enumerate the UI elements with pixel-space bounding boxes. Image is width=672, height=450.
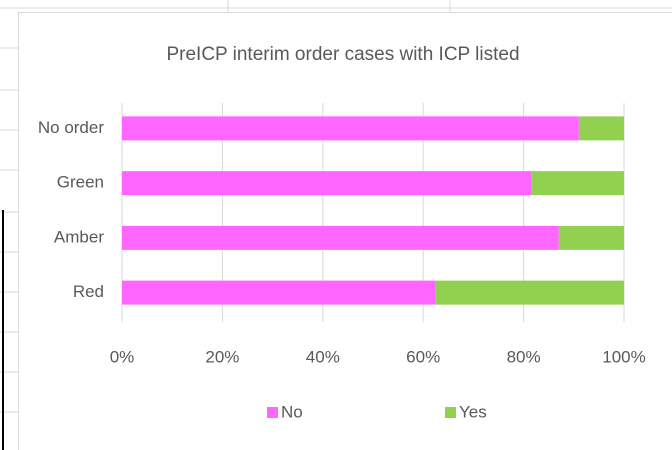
- legend-label: No: [281, 402, 303, 421]
- bar-segment: [122, 280, 436, 305]
- chart-title: PreICP interim order cases with ICP list…: [166, 44, 519, 65]
- bar-segment: [122, 116, 579, 141]
- y-tick-label: Red: [73, 282, 104, 301]
- bar-segment: [578, 116, 624, 141]
- y-tick-label: No order: [38, 118, 104, 137]
- bar-segment: [558, 225, 624, 250]
- legend-swatch: [267, 407, 278, 418]
- x-tick-label: 40%: [306, 347, 340, 366]
- x-tick-label: 100%: [602, 347, 645, 366]
- legend-swatch: [445, 407, 456, 418]
- bar-segment: [531, 171, 624, 196]
- bar-segment: [122, 225, 559, 250]
- y-tick-label: Amber: [54, 227, 104, 246]
- bar-segment: [122, 171, 532, 196]
- x-tick-label: 0%: [110, 347, 135, 366]
- x-tick-label: 80%: [507, 347, 541, 366]
- x-tick-label: 60%: [406, 347, 440, 366]
- legend-label: Yes: [459, 402, 487, 421]
- bar-segment: [435, 280, 624, 305]
- y-tick-label: Green: [57, 173, 104, 192]
- x-tick-label: 20%: [205, 347, 239, 366]
